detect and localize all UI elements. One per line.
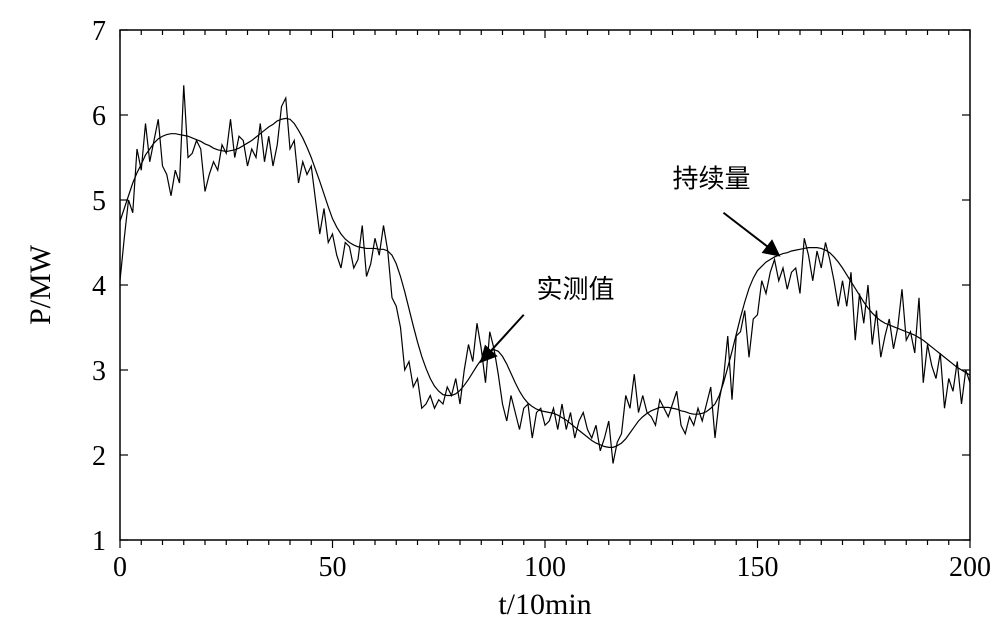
y-tick-label: 6 (92, 101, 106, 132)
x-tick-label: 0 (113, 552, 127, 583)
x-tick-label: 50 (319, 552, 347, 583)
x-tick-label: 150 (737, 552, 779, 583)
x-tick-label: 100 (524, 552, 566, 583)
y-tick-label: 2 (92, 441, 106, 472)
y-tick-label: 7 (92, 16, 106, 47)
annotation-measured: 实测值 (537, 275, 615, 304)
x-axis-label: t/10min (498, 588, 591, 621)
line-chart: 0 50 100 150 200 1 2 3 4 5 6 7 t/10min P/MW 实测值 持续量 (0, 0, 1000, 628)
y-tick-label: 4 (92, 271, 106, 302)
annotation-arrowhead-smoothed (763, 241, 778, 255)
y-tick-label: 1 (92, 526, 106, 557)
y-tick-label: 5 (92, 186, 106, 217)
annotation-smoothed: 持续量 (673, 164, 751, 193)
x-tick-label: 200 (949, 552, 991, 583)
y-axis-label: P/MW (24, 244, 57, 325)
y-tick-label: 3 (92, 356, 106, 387)
